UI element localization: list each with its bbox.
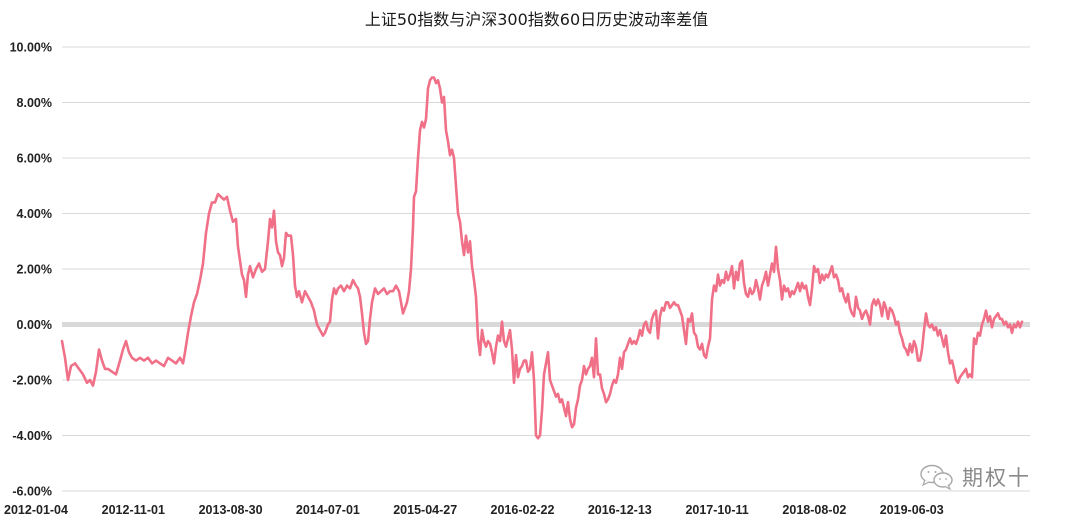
- x-tick-label: 2016-02-22: [491, 503, 555, 517]
- y-axis-ticks: 10.00% 8.00% 6.00% 4.00% 2.00% 0.00% -2.00% -4.…: [10, 41, 52, 499]
- watermark-text: 期权十: [962, 466, 1031, 490]
- chart-title: 上证50指数与沪深300指数60日历史波动率差值: [364, 10, 709, 29]
- x-tick-label: 2019-06-03: [880, 503, 944, 517]
- y-tick-label: 10.00%: [10, 41, 52, 55]
- y-tick-label: 6.00%: [17, 152, 52, 166]
- series-line: [60, 76, 1024, 440]
- x-tick-label: 2015-04-27: [393, 503, 457, 517]
- wechat-icon: [920, 464, 953, 491]
- x-tick-label: 2014-07-01: [296, 503, 360, 517]
- x-tick-label: 2017-10-11: [685, 503, 748, 517]
- x-axis-ticks: 2012-01-04 2012-11-01 2013-08-30 2014-07-01…: [4, 503, 944, 517]
- gridlines: [62, 46, 1030, 492]
- x-tick-label: 2018-08-02: [782, 503, 846, 517]
- y-tick-label: 8.00%: [17, 96, 52, 110]
- x-tick-label: 2012-01-04: [4, 503, 68, 517]
- x-tick-label: 2013-08-30: [199, 503, 263, 517]
- x-tick-label: 2012-11-01: [102, 503, 165, 517]
- y-tick-label: -4.00%: [12, 429, 52, 443]
- y-tick-label: 4.00%: [17, 207, 52, 221]
- watermark: 期权十: [918, 462, 1031, 492]
- x-tick-label: 2016-12-13: [588, 503, 652, 517]
- y-tick-label: -2.00%: [12, 374, 52, 388]
- y-tick-label: 2.00%: [17, 263, 52, 277]
- y-tick-label: -6.00%: [12, 485, 52, 499]
- y-tick-label: 0.00%: [17, 318, 52, 332]
